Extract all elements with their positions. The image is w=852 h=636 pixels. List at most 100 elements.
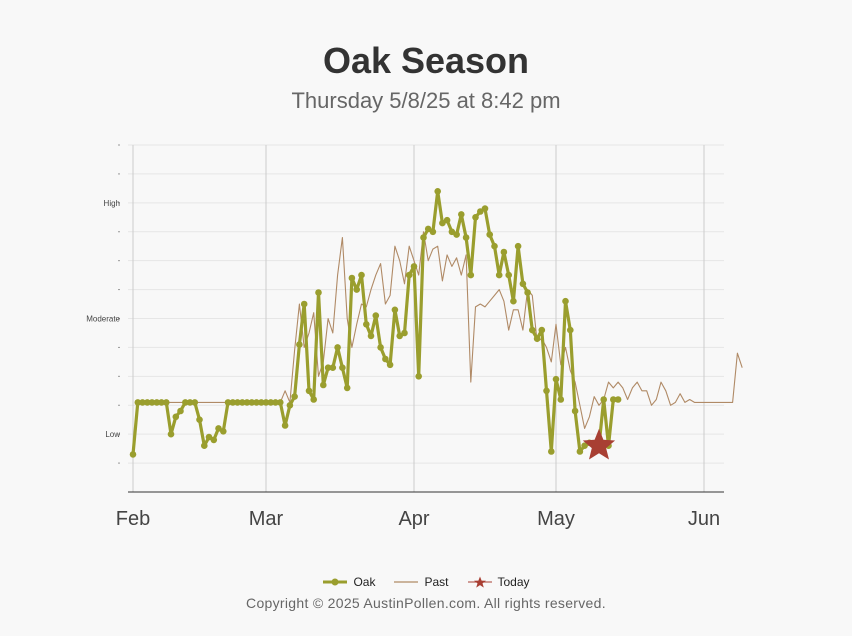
oak-point <box>562 297 569 305</box>
oak-point <box>510 297 517 305</box>
oak-point <box>196 416 203 424</box>
copyright-text: Copyright © 2025 AustinPollen.com. All r… <box>246 595 606 611</box>
oak-point <box>458 211 465 218</box>
oak-point <box>557 396 565 403</box>
oak-point <box>514 242 522 250</box>
oak-point <box>576 448 584 455</box>
oak-point <box>533 335 541 343</box>
oak-point <box>286 402 294 409</box>
oak-point <box>552 375 560 383</box>
oak-point <box>243 399 251 406</box>
oak-point <box>305 387 313 395</box>
oak-point <box>382 355 389 363</box>
today-star <box>582 428 616 460</box>
oak-point <box>267 399 275 406</box>
y-tick-label: Moderate <box>86 315 120 324</box>
oak-point <box>363 321 370 328</box>
oak-point <box>377 344 384 351</box>
oak-point <box>315 289 322 296</box>
oak-series <box>129 188 622 458</box>
oak-point <box>248 399 256 406</box>
oak-point <box>253 399 260 406</box>
oak-point <box>148 399 156 406</box>
x-tick-label: Apr <box>398 508 429 530</box>
oak-point <box>167 430 175 438</box>
chart-subtitle: Thursday 5/8/25 at 8:42 pm <box>291 88 561 113</box>
oak-point <box>272 399 279 406</box>
oak-point <box>300 300 308 308</box>
oak-point <box>481 205 489 212</box>
oak-point <box>291 393 298 400</box>
oak-point <box>614 396 622 403</box>
oak-point <box>201 442 208 450</box>
oak-point <box>129 451 137 458</box>
oak-point <box>234 399 241 406</box>
today-star-icon <box>467 576 492 588</box>
oak-point <box>134 399 142 406</box>
oak-point <box>410 263 418 270</box>
oak-point <box>548 448 555 455</box>
x-tick-label: Mar <box>249 508 284 530</box>
y-tick-label: Low <box>105 430 120 439</box>
oak-point <box>334 344 341 351</box>
legend-item-past[interactable]: Past <box>393 575 449 589</box>
x-tick-label: Jun <box>688 508 720 530</box>
oak-point <box>500 248 508 256</box>
oak-point <box>491 242 498 250</box>
oak-point <box>329 364 337 372</box>
oak-point <box>320 381 327 389</box>
oak-point <box>429 228 437 236</box>
oak-point <box>172 413 180 421</box>
x-tick-label: May <box>537 508 575 530</box>
oak-point <box>543 387 550 395</box>
chart-title: Oak Season <box>322 40 530 81</box>
oak-point <box>467 271 475 279</box>
oak-point <box>324 364 332 372</box>
oak-point <box>524 289 531 296</box>
oak-point <box>495 271 503 279</box>
oak-point <box>258 399 265 406</box>
oak-point <box>191 399 199 406</box>
oak-point <box>567 326 574 334</box>
axis-layer: Low Moderate High Feb Mar Apr May Jun <box>86 199 724 530</box>
oak-point <box>186 399 194 406</box>
legend-label-past: Past <box>424 575 449 589</box>
oak-point <box>239 399 246 406</box>
oak-point <box>296 341 303 348</box>
oak-point <box>262 399 270 406</box>
oak-point <box>434 188 442 195</box>
oak-point <box>215 425 222 432</box>
oak-point <box>610 396 617 403</box>
oak-point <box>581 442 588 450</box>
oak-point <box>453 231 460 238</box>
oak-point <box>210 436 218 444</box>
past-legend-icon <box>394 581 419 583</box>
oak-point <box>600 396 607 403</box>
oak-point <box>281 422 289 429</box>
oak-point <box>220 428 227 435</box>
oak-point <box>472 214 479 221</box>
legend-item-oak[interactable]: Oak <box>322 575 375 589</box>
oak-point <box>177 407 184 415</box>
legend-label-today: Today <box>497 575 530 589</box>
legend-item-today[interactable]: Today <box>467 575 530 589</box>
x-tick-label: Feb <box>116 508 150 530</box>
oak-point <box>339 364 346 372</box>
oak-point <box>182 399 189 406</box>
oak-point <box>358 271 365 279</box>
oak-point <box>205 433 213 441</box>
oak-point <box>386 361 394 369</box>
oak-point <box>420 234 427 241</box>
oak-point <box>229 399 237 406</box>
y-tick-label: High <box>104 199 120 208</box>
oak-point <box>443 216 451 224</box>
oak-line <box>131 189 619 455</box>
oak-point <box>163 399 170 406</box>
oak-point <box>505 271 512 279</box>
oak-point <box>571 407 579 415</box>
legend: Oak Past Today <box>0 575 852 589</box>
oak-point <box>396 332 404 340</box>
oak-point <box>343 384 351 392</box>
oak-point <box>348 274 356 282</box>
oak-point <box>158 399 165 406</box>
